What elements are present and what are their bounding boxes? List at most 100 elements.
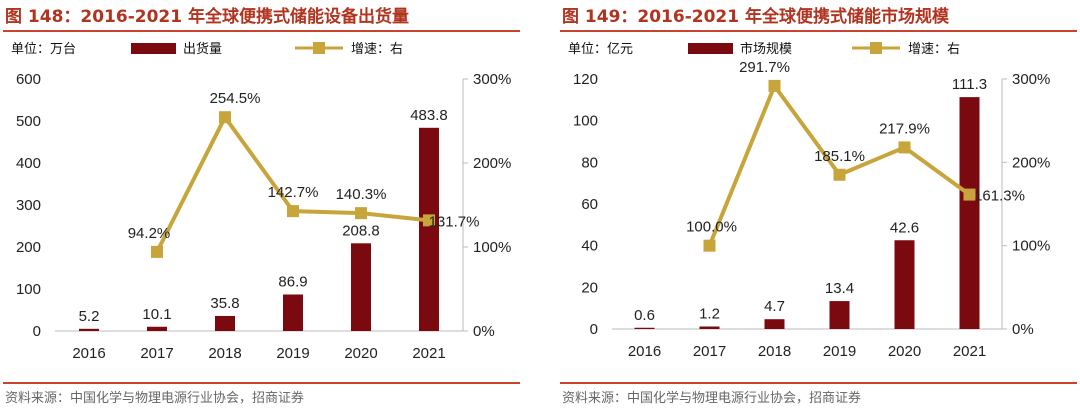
title-rule — [3, 30, 520, 32]
chart-149-svg: 单位：亿元 市场规模 增速：右 0 20 40 60 80 100 120 0% 100% 200% 30… — [568, 41, 1050, 360]
bar-value-label: 86.9 — [278, 274, 307, 291]
y-tick-label: 100 — [16, 281, 41, 298]
bar — [419, 127, 439, 331]
bar-value-label: 35.8 — [210, 295, 239, 312]
growth-value-label: 291.7% — [739, 59, 790, 76]
y-tick-label: 0 — [33, 323, 41, 340]
bar-value-label: 111.3 — [952, 76, 987, 93]
unit-label: 单位：亿元 — [568, 42, 633, 57]
bar-value-label: 4.7 — [764, 298, 785, 315]
x-tick-label: 2019 — [823, 343, 856, 360]
y-tick-label: 500 — [16, 113, 41, 130]
chart-title: 图 148：2016-2021 年全球便携式储能设备出货量 — [5, 7, 410, 27]
bar-value-label: 483.8 — [410, 107, 448, 124]
y2-tick-label: 100% — [1012, 238, 1050, 255]
legend-line-label: 增速：右 — [351, 42, 403, 57]
growth-marker — [898, 141, 911, 154]
x-tick-label: 2021 — [412, 345, 445, 362]
legend-bar-swatch — [688, 43, 733, 54]
y-tick-label: 60 — [581, 196, 598, 213]
y2-tick-label: 0% — [1012, 321, 1034, 338]
bar-value-label: 5.2 — [79, 308, 100, 325]
source-note: 资料来源：中国化学与物理电源行业协会，招商证券 — [5, 391, 305, 406]
chart-title: 图 149：2016-2021 年全球便携式储能市场规模 — [562, 7, 950, 27]
source-rule — [560, 382, 1077, 384]
title-rule — [560, 30, 1077, 32]
growth-marker — [287, 205, 299, 218]
y-tick-label: 100 — [573, 113, 598, 130]
chart-148-svg: 单位：万台 出货量 增速：右 0 100 200 300 400 500 600 0% 100% 200… — [11, 41, 511, 362]
bar — [351, 243, 371, 331]
growth-marker — [833, 168, 846, 181]
x-tick-label: 2019 — [276, 345, 309, 362]
chart-panel-149: 图 149：2016-2021 年全球便携式储能市场规模 单位：亿元 市场规模 增速… — [560, 0, 1080, 409]
y-tick-label: 400 — [16, 155, 41, 172]
growth-line — [707, 83, 971, 247]
bar-value-label: 208.8 — [342, 222, 380, 239]
y-tick-label: 200 — [16, 239, 41, 256]
y-tick-label: 20 — [581, 279, 598, 296]
y2-tick-label: 300% — [473, 71, 511, 88]
bar — [634, 327, 655, 329]
y-tick-label: 40 — [581, 238, 598, 255]
source-note: 资料来源：中国化学与物理电源行业协会，招商证券 — [562, 391, 862, 406]
bar — [283, 294, 303, 331]
x-tick-label: 2017 — [140, 345, 173, 362]
growth-value-label: 254.5% — [210, 90, 261, 107]
bar-value-label: 0.6 — [634, 307, 655, 324]
source-rule — [3, 382, 520, 384]
growth-marker — [963, 188, 976, 201]
growth-marker — [355, 207, 367, 220]
x-tick-label: 2017 — [693, 343, 726, 360]
growth-marker — [768, 79, 781, 92]
y2-tick-label: 200% — [1012, 154, 1050, 171]
bar-value-label: 10.1 — [142, 306, 171, 323]
y-tick-label: 80 — [581, 154, 598, 171]
y2-tick-label: 200% — [473, 155, 511, 172]
x-tick-label: 2018 — [208, 345, 241, 362]
growth-value-label: 140.3% — [336, 186, 387, 203]
x-tick-label: 2016 — [628, 343, 661, 360]
x-tick-label: 2016 — [72, 345, 105, 362]
bar — [959, 97, 980, 329]
bar — [147, 326, 167, 331]
bar-value-label: 1.2 — [699, 306, 720, 323]
bar — [894, 240, 915, 329]
bar — [829, 301, 850, 329]
growth-value-label: 100.0% — [686, 219, 737, 236]
growth-value-label: 131.7% — [429, 213, 480, 230]
growth-marker — [703, 239, 716, 252]
y-tick-label: 600 — [16, 71, 41, 88]
growth-marker — [219, 111, 231, 124]
unit-label: 单位：万台 — [11, 42, 76, 57]
x-tick-label: 2018 — [758, 343, 791, 360]
bar — [215, 315, 235, 331]
bar-value-label: 13.4 — [825, 280, 854, 297]
bar — [79, 328, 99, 331]
legend-line-marker — [870, 42, 882, 54]
growth-value-label: 161.3% — [974, 188, 1025, 205]
growth-marker — [423, 214, 435, 227]
y2-tick-label: 100% — [473, 239, 511, 256]
growth-value-label: 94.2% — [128, 225, 171, 242]
chart-panel-148: 图 148：2016-2021 年全球便携式储能设备出货量 单位：万台 出货量 增速… — [3, 0, 523, 409]
legend-line-marker — [313, 42, 325, 54]
x-tick-label: 2020 — [888, 343, 921, 360]
growth-marker — [151, 245, 163, 258]
growth-value-label: 185.1% — [814, 148, 865, 165]
legend-bar-label: 市场规模 — [740, 41, 792, 57]
y-tick-label: 300 — [16, 197, 41, 214]
bar — [699, 326, 720, 329]
growth-value-label: 142.7% — [268, 184, 319, 201]
legend-line-label: 增速：右 — [908, 42, 960, 57]
x-tick-label: 2021 — [953, 343, 986, 360]
legend-bar-label: 出货量 — [183, 41, 222, 57]
legend-bar-swatch — [131, 43, 176, 54]
bar-value-label: 42.6 — [890, 219, 919, 236]
bar — [764, 319, 785, 329]
y-tick-label: 0 — [590, 321, 598, 338]
y2-tick-label: 0% — [473, 323, 495, 340]
y2-tick-label: 300% — [1012, 71, 1050, 88]
y-tick-label: 120 — [573, 71, 598, 88]
growth-value-label: 217.9% — [879, 120, 930, 137]
